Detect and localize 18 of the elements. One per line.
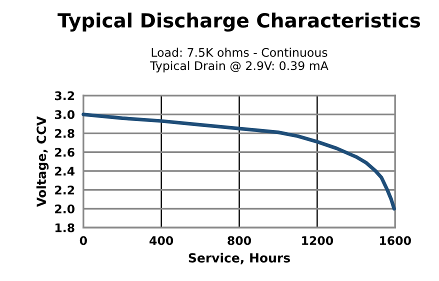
x-tick-label: 1200: [302, 236, 334, 246]
y-axis-title: Voltage, CCV: [36, 116, 49, 207]
chart-subtitle: Load: 7.5K ohms - Continuous Typical Drain @ 2.9V: 0.39 mA: [150, 48, 328, 72]
y-tick-label: 2.2: [55, 186, 74, 194]
x-axis-title: Service, Hours: [188, 252, 290, 264]
y-tick-label: 2.6: [55, 148, 74, 157]
y-tick-label: 2.4: [55, 166, 75, 176]
x-tick-label: 1600: [380, 236, 411, 246]
line-series: [82, 112, 396, 211]
chart-title: Typical Discharge Characteristics: [58, 12, 420, 32]
x-tick-label: 800: [228, 236, 252, 246]
x-tick-label: 0: [80, 236, 87, 246]
y-tick-label: 2.0: [55, 204, 75, 214]
x-tick-label: 400: [150, 236, 174, 246]
y-tick-label: 1.8: [55, 223, 74, 232]
y-tick-label: 3.2: [54, 91, 74, 100]
y-tick-label: 3.0: [54, 110, 75, 120]
y-tick-label: 2.8: [55, 129, 74, 138]
